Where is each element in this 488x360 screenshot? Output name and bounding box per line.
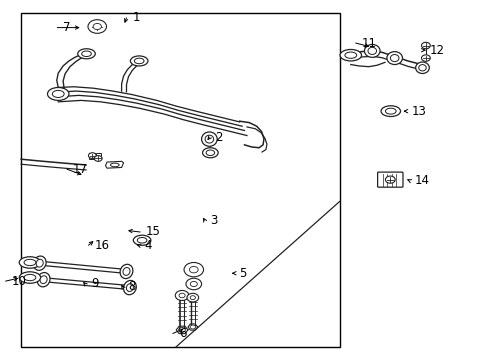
Text: 16: 16: [94, 239, 109, 252]
Text: 3: 3: [210, 214, 217, 227]
Ellipse shape: [418, 64, 426, 71]
Ellipse shape: [385, 108, 395, 114]
Text: 11: 11: [361, 36, 376, 50]
Ellipse shape: [78, 49, 95, 59]
Ellipse shape: [40, 276, 47, 284]
Ellipse shape: [37, 273, 50, 287]
Text: 4: 4: [144, 239, 152, 252]
FancyBboxPatch shape: [377, 172, 402, 187]
Text: 6: 6: [178, 327, 186, 340]
Text: 9: 9: [91, 278, 98, 291]
Circle shape: [183, 262, 203, 277]
Circle shape: [179, 328, 185, 332]
Circle shape: [185, 278, 201, 290]
Text: 7: 7: [63, 21, 70, 34]
Circle shape: [94, 156, 102, 161]
Circle shape: [421, 55, 429, 61]
Text: 13: 13: [410, 105, 425, 118]
Ellipse shape: [339, 49, 361, 61]
Bar: [89, 153, 95, 159]
Text: 15: 15: [146, 225, 161, 238]
Text: 1: 1: [132, 12, 140, 24]
Circle shape: [175, 291, 188, 301]
Circle shape: [179, 293, 185, 298]
Ellipse shape: [386, 51, 402, 64]
Ellipse shape: [36, 259, 43, 267]
Ellipse shape: [24, 274, 36, 281]
Ellipse shape: [205, 150, 214, 156]
Text: 17: 17: [73, 163, 88, 176]
Ellipse shape: [47, 87, 69, 100]
Circle shape: [190, 325, 195, 329]
Ellipse shape: [81, 51, 91, 57]
Text: 2: 2: [215, 131, 223, 144]
Circle shape: [90, 22, 104, 32]
Ellipse shape: [133, 235, 151, 245]
Circle shape: [88, 153, 96, 158]
Circle shape: [189, 266, 198, 273]
Ellipse shape: [19, 257, 41, 268]
Ellipse shape: [344, 52, 356, 58]
Ellipse shape: [52, 90, 64, 98]
Bar: [21, 13, 339, 347]
Circle shape: [421, 42, 429, 49]
Text: 8: 8: [128, 280, 136, 293]
Circle shape: [88, 20, 106, 33]
Ellipse shape: [204, 135, 213, 143]
Ellipse shape: [380, 106, 400, 117]
Ellipse shape: [110, 163, 119, 167]
Ellipse shape: [134, 58, 143, 64]
Ellipse shape: [120, 264, 133, 279]
Circle shape: [385, 176, 394, 183]
Ellipse shape: [126, 284, 133, 292]
Ellipse shape: [389, 54, 398, 62]
Circle shape: [190, 282, 197, 287]
Circle shape: [190, 296, 195, 300]
Circle shape: [186, 293, 198, 302]
Text: 5: 5: [239, 267, 246, 280]
Ellipse shape: [415, 62, 428, 73]
Text: 12: 12: [429, 44, 444, 57]
Ellipse shape: [130, 56, 148, 66]
Ellipse shape: [364, 44, 379, 57]
Ellipse shape: [367, 48, 376, 54]
Ellipse shape: [33, 256, 46, 270]
Ellipse shape: [123, 280, 136, 295]
Text: 14: 14: [413, 174, 428, 186]
Ellipse shape: [137, 238, 146, 243]
Ellipse shape: [202, 148, 218, 158]
Ellipse shape: [201, 132, 217, 146]
Circle shape: [93, 23, 101, 30]
Ellipse shape: [19, 272, 41, 283]
Bar: [96, 153, 101, 159]
Polygon shape: [105, 161, 123, 168]
Ellipse shape: [122, 267, 130, 275]
Text: 10: 10: [11, 275, 26, 288]
Ellipse shape: [24, 259, 36, 266]
